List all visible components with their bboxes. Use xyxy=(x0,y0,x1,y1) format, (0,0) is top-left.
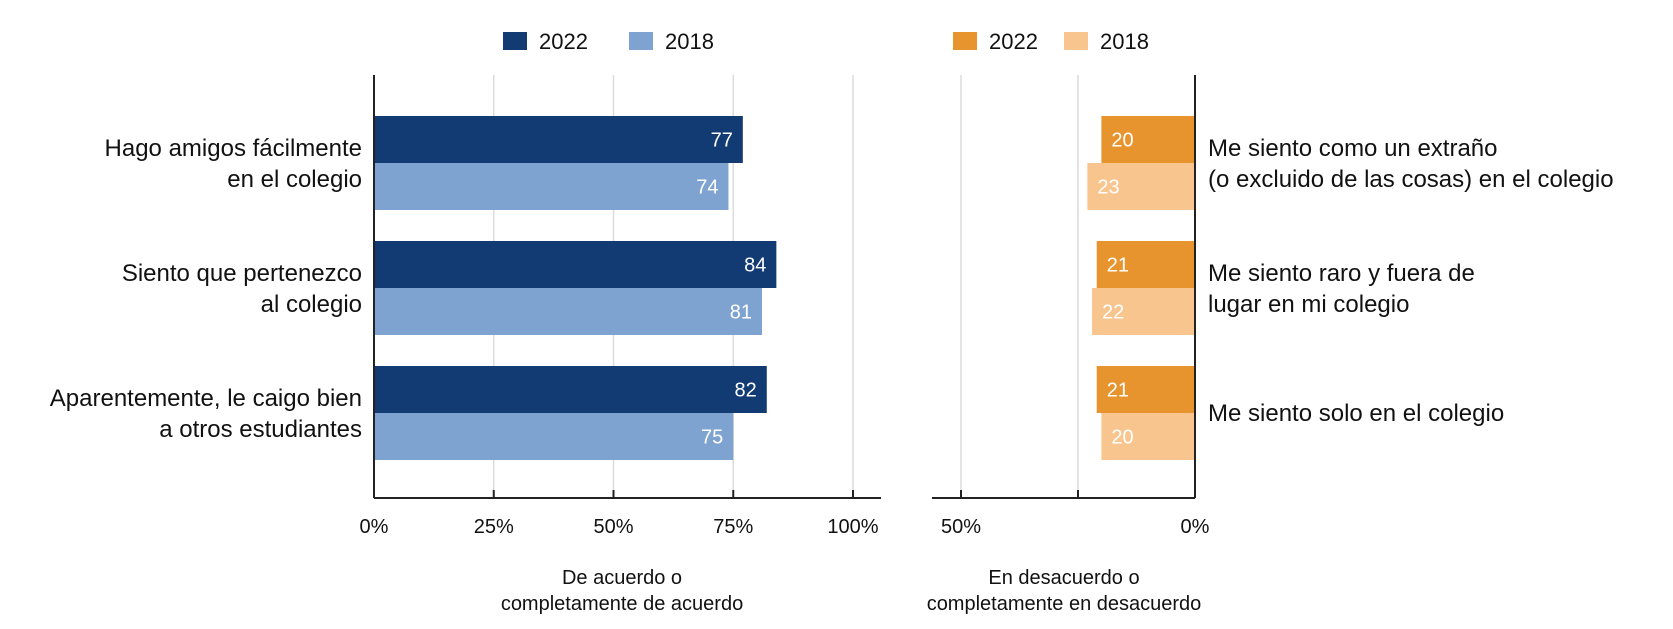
x-tick-label: 25% xyxy=(474,516,514,538)
bar-2018 xyxy=(1087,163,1195,210)
bar-2018 xyxy=(1101,413,1195,460)
x-axis-title: De acuerdo o completamente de acuerdo xyxy=(501,567,743,615)
bar-2018 xyxy=(374,288,762,335)
category-label: Hago amigos fácilmente en el colegio xyxy=(105,135,362,193)
x-tick-label: 0% xyxy=(360,516,389,538)
legend-swatch-2022 xyxy=(503,32,527,50)
x-tick-label: 0% xyxy=(1181,516,1210,538)
category-label: Me siento solo en el colegio xyxy=(1208,400,1504,427)
legend-label: 2022 xyxy=(539,29,588,54)
data-label: 74 xyxy=(696,177,718,199)
legend-swatch-2018 xyxy=(1064,32,1088,50)
bar-2018 xyxy=(374,163,729,210)
data-label: 84 xyxy=(744,255,766,277)
data-label: 81 xyxy=(730,302,752,324)
category-label: Siento que pertenezco al colegio xyxy=(122,260,362,318)
bar-2022 xyxy=(1096,366,1195,413)
legend-label: 2022 xyxy=(989,29,1038,54)
bar-2022 xyxy=(374,241,777,288)
legend-label: 2018 xyxy=(1100,29,1149,54)
x-tick-label: 50% xyxy=(941,516,981,538)
data-label: 82 xyxy=(735,380,757,402)
category-label: Aparentemente, le caigo bien a otros estu… xyxy=(50,385,362,443)
data-label: 77 xyxy=(711,130,733,152)
bar-2022 xyxy=(1096,241,1195,288)
data-label: 21 xyxy=(1107,255,1129,277)
bar-2022 xyxy=(374,116,743,163)
bar-2022 xyxy=(374,366,767,413)
x-tick-label: 75% xyxy=(713,516,753,538)
legend-label: 2018 xyxy=(665,29,714,54)
category-label: Me siento como un extraño (o excluido de … xyxy=(1208,135,1614,193)
data-label: 20 xyxy=(1111,130,1133,152)
bar-2018 xyxy=(1092,288,1195,335)
bar-2018 xyxy=(374,413,734,460)
data-label: 20 xyxy=(1111,427,1133,449)
x-tick-label: 100% xyxy=(827,516,878,538)
data-label: 21 xyxy=(1107,380,1129,402)
data-label: 75 xyxy=(701,427,723,449)
category-label: Me siento raro y fuera de lugar en mi col… xyxy=(1208,260,1475,318)
x-axis-title: En desacuerdo o completamente en desacuer… xyxy=(927,567,1202,615)
data-label: 23 xyxy=(1097,177,1119,199)
legend-swatch-2022 xyxy=(953,32,977,50)
data-label: 22 xyxy=(1102,302,1124,324)
legend-swatch-2018 xyxy=(629,32,653,50)
x-tick-label: 50% xyxy=(593,516,633,538)
bar-2022 xyxy=(1101,116,1195,163)
